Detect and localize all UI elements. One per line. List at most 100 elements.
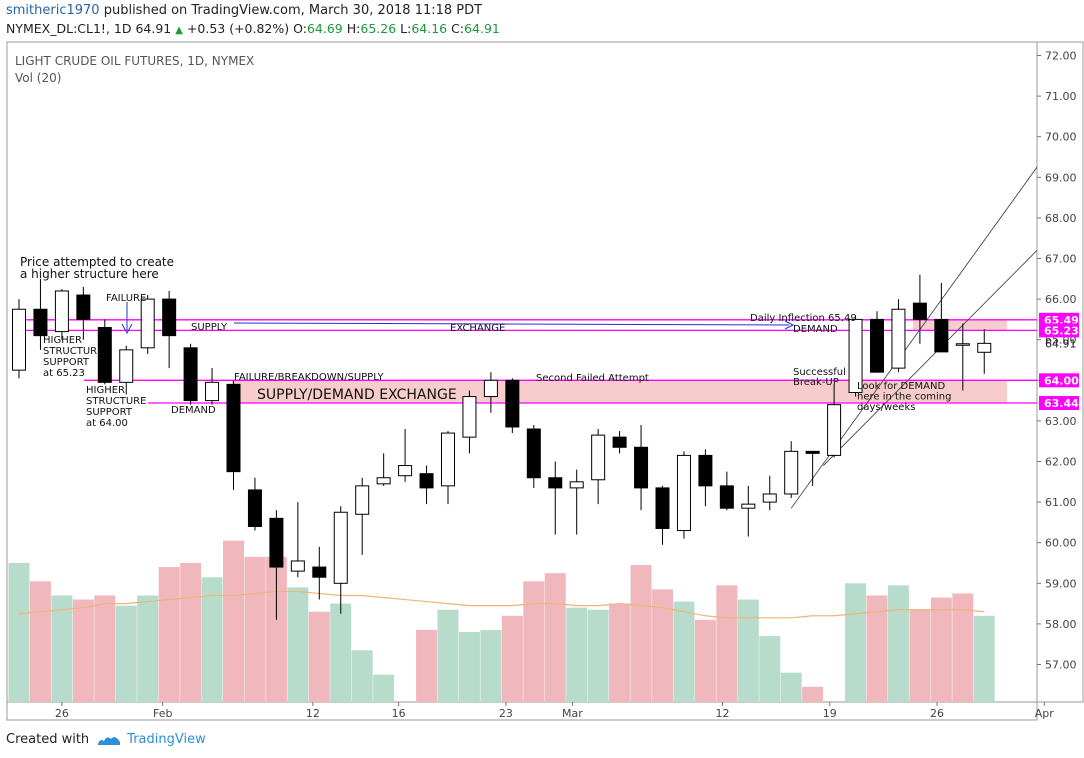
price-line-label-bg — [1039, 312, 1079, 327]
annotation-higher-structure-1: at 65.23 — [43, 368, 85, 379]
candle-body — [355, 485, 370, 515]
candle-body — [784, 450, 799, 495]
y-tick-label: 63.00 — [1045, 415, 1077, 428]
y-tick-label: 67.00 — [1045, 253, 1077, 266]
volume-bar — [29, 581, 51, 702]
volume-bar — [759, 636, 781, 702]
volume-bar — [480, 629, 502, 702]
volume-bar — [308, 611, 330, 702]
candle-body — [162, 298, 177, 337]
price-line-label: 63.44 — [1044, 397, 1079, 410]
candle-body — [247, 489, 262, 527]
published-text: published on TradingView.com, March 30, … — [103, 3, 483, 18]
candle-body — [569, 481, 584, 489]
x-tick-label: Mar — [562, 707, 583, 720]
annotation-price-attempt: a higher structure here — [20, 267, 159, 281]
volume-bar — [115, 605, 137, 702]
annotation-supply: SUPPLY — [191, 322, 228, 333]
volume-bar — [51, 595, 73, 702]
candle-body — [955, 343, 970, 346]
candle-body — [33, 308, 48, 337]
x-tick-label: 23 — [499, 707, 513, 720]
candle-body — [398, 465, 413, 477]
annotation-look-for: here in the coming — [857, 392, 951, 403]
candle-body — [848, 318, 863, 393]
volume-bar — [737, 599, 759, 702]
annotation-demand: DEMAND — [171, 405, 216, 416]
annotation-price-attempt: Price attempted to create — [20, 255, 174, 269]
y-tick-label: 69.00 — [1045, 171, 1077, 184]
volume-bar — [351, 650, 373, 702]
volume-bar — [652, 589, 673, 702]
footer: Created with TradingView — [6, 732, 206, 747]
candle-body — [140, 298, 155, 349]
volume-bar — [673, 601, 695, 702]
price-change: +0.53 (+0.82%) — [186, 21, 290, 36]
chart-title: LIGHT CRUDE OIL FUTURES, 1D, NYMEX — [15, 54, 254, 68]
volume-bar — [587, 609, 609, 702]
x-tick-label: Feb — [153, 707, 172, 720]
volume-bar — [716, 585, 738, 702]
annotation-higher-structure-2: at 64.00 — [86, 418, 128, 429]
close-label: C: — [451, 21, 465, 36]
volume-bar — [8, 563, 30, 702]
tradingview-logo-icon — [98, 736, 121, 745]
candle-body — [891, 308, 906, 369]
candle-body — [119, 349, 134, 383]
candle-body — [655, 487, 670, 529]
volume-bar — [909, 609, 931, 702]
candle-body — [934, 318, 949, 353]
inflection-zone — [913, 319, 1007, 331]
y-tick-label: 57.00 — [1045, 659, 1077, 672]
candle-body — [76, 294, 91, 320]
annotation-higher-structure-1: SUPPORT — [43, 357, 90, 368]
volume-bar — [609, 603, 631, 702]
x-tick-label: Apr — [1035, 707, 1055, 720]
price-line-label-bg — [1039, 373, 1079, 388]
candle-body — [741, 503, 756, 509]
high-value: 65.26 — [360, 21, 397, 36]
volume-bar — [223, 540, 244, 702]
annotation-exchange: EXCHANGE — [450, 323, 505, 334]
candle-body — [676, 454, 691, 532]
open-value: 64.69 — [306, 21, 343, 36]
annotation-demand-2: DEMAND — [793, 324, 838, 335]
low-value: 64.16 — [411, 21, 448, 36]
tradingview-link[interactable]: TradingView — [127, 732, 206, 747]
annotation-higher-structure-2: SUPPORT — [86, 407, 133, 418]
y-tick-label: 71.00 — [1045, 90, 1077, 103]
candle-body — [591, 434, 606, 481]
down-arrow-icon — [121, 323, 133, 335]
right-arrow-icon — [784, 320, 795, 330]
volume-bar — [780, 672, 802, 702]
volume-bar — [952, 593, 974, 702]
volume-bar — [523, 581, 545, 702]
x-tick-label: 19 — [823, 707, 837, 720]
candle-body — [505, 379, 520, 428]
annotation-look-for: days/weeks — [857, 402, 915, 413]
close-value: 64.91 — [464, 21, 500, 36]
annotation-higher-structure-1: STRUCTURE — [43, 346, 103, 357]
y-tick-label: 62.00 — [1045, 456, 1077, 469]
y-tick-label: 72.00 — [1045, 50, 1077, 63]
candle-body — [483, 379, 498, 398]
volume-bar — [845, 583, 867, 702]
candle-body — [54, 290, 69, 333]
open-label: O: — [293, 21, 307, 36]
annotation-higher-structure-1: HIGHER — [43, 335, 82, 346]
y-tick-label: 60.00 — [1045, 537, 1077, 550]
x-tick-label: 26 — [55, 707, 69, 720]
volume-bar — [244, 556, 266, 702]
volume-bar — [201, 577, 223, 702]
volume-bar — [330, 603, 352, 702]
candle-body — [977, 342, 992, 353]
candle-body — [376, 477, 391, 485]
y-tick-label: 59.00 — [1045, 577, 1077, 590]
candle-body — [548, 477, 563, 489]
x-tick-label: 16 — [392, 707, 406, 720]
author-link[interactable]: smitheric1970 — [6, 3, 100, 18]
y-tick-label: 68.00 — [1045, 212, 1077, 225]
candle-body — [612, 436, 627, 448]
volume-bar — [373, 674, 395, 702]
